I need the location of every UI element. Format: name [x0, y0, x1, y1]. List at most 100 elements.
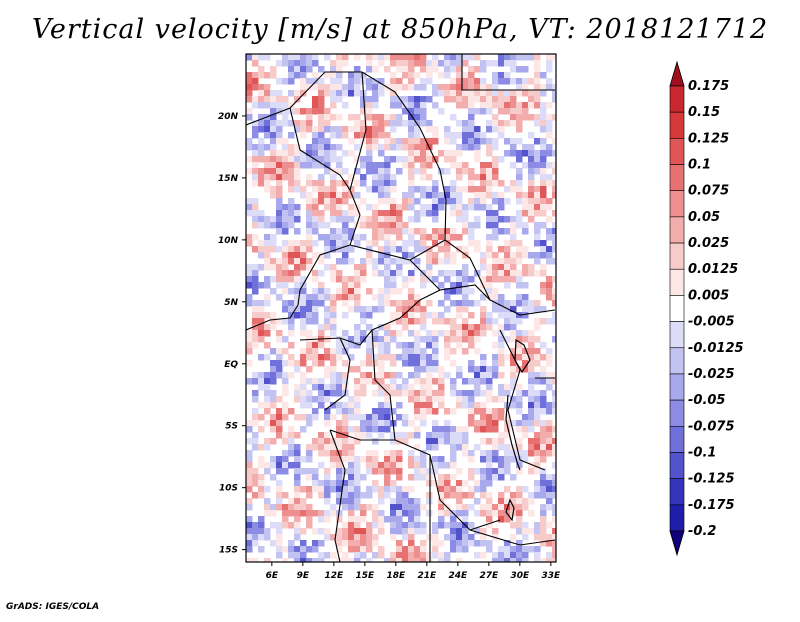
field-cell — [492, 180, 499, 187]
colorbar-swatch — [669, 190, 685, 218]
field-cell — [390, 198, 397, 205]
field-cell — [444, 66, 451, 73]
field-cell — [294, 384, 301, 391]
field-cell — [252, 102, 259, 109]
field-cell — [276, 162, 283, 169]
field-cell — [534, 336, 541, 343]
field-cell — [480, 204, 487, 211]
field-cell — [456, 174, 463, 181]
field-cell — [444, 522, 451, 529]
field-cell — [330, 60, 337, 67]
field-cell — [450, 456, 457, 463]
field-cell — [366, 144, 373, 151]
field-cell — [330, 132, 337, 139]
field-cell — [492, 444, 499, 451]
field-cell — [324, 240, 331, 247]
field-cell — [300, 360, 307, 367]
field-cell — [522, 486, 529, 493]
field-cell — [252, 84, 259, 91]
field-cell — [252, 156, 259, 163]
field-cell — [426, 204, 433, 211]
field-cell — [366, 312, 373, 319]
field-cell — [264, 384, 271, 391]
field-cell — [390, 390, 397, 397]
field-cell — [432, 234, 439, 241]
field-cell — [462, 396, 469, 403]
field-cell — [486, 234, 493, 241]
field-cell — [510, 324, 517, 331]
field-cell — [264, 264, 271, 271]
field-cell — [534, 432, 541, 439]
field-cell — [246, 138, 253, 145]
field-cell — [498, 552, 505, 559]
field-cell — [534, 486, 541, 493]
field-cell — [312, 312, 319, 319]
field-cell — [348, 210, 355, 217]
field-cell — [258, 282, 265, 289]
field-cell — [522, 330, 529, 337]
field-cell — [384, 348, 391, 355]
field-cell — [480, 354, 487, 361]
field-cell — [258, 318, 265, 325]
field-cell — [294, 174, 301, 181]
field-cell — [336, 336, 343, 343]
field-cell — [270, 324, 277, 331]
field-cell — [438, 150, 445, 157]
field-cell — [456, 372, 463, 379]
field-cell — [282, 114, 289, 121]
field-cell — [324, 120, 331, 127]
field-cell — [510, 318, 517, 325]
field-cell — [414, 504, 421, 511]
field-cell — [270, 120, 277, 127]
field-cell — [540, 426, 547, 433]
field-cell — [444, 198, 451, 205]
field-cell — [414, 432, 421, 439]
field-cell — [276, 258, 283, 265]
lon-tick-label: 9E — [297, 571, 310, 581]
field-cell — [468, 486, 475, 493]
field-cell — [360, 426, 367, 433]
field-cell — [408, 114, 415, 121]
field-cell — [348, 534, 355, 541]
field-cell — [258, 528, 265, 535]
field-cell — [336, 78, 343, 85]
field-cell — [390, 210, 397, 217]
field-cell — [282, 162, 289, 169]
field-cell — [270, 132, 277, 139]
field-cell — [462, 96, 469, 103]
field-cell — [486, 420, 493, 427]
field-cell — [456, 492, 463, 499]
field-cell — [546, 246, 553, 253]
field-cell — [366, 162, 373, 169]
field-cell — [402, 192, 409, 199]
field-cell — [444, 510, 451, 517]
field-cell — [252, 282, 259, 289]
field-cell — [360, 516, 367, 523]
lat-tick-label: 10N — [218, 236, 239, 246]
field-cell — [276, 156, 283, 163]
field-cell — [276, 186, 283, 193]
field-cell — [336, 546, 343, 553]
field-cell — [552, 474, 556, 481]
field-cell — [498, 348, 505, 355]
field-cell — [486, 96, 493, 103]
field-cell — [510, 264, 517, 271]
field-cell — [408, 72, 415, 79]
field-cell — [450, 462, 457, 469]
field-cell — [342, 492, 349, 499]
field-cell — [534, 138, 541, 145]
field-cell — [372, 234, 379, 241]
field-cell — [498, 444, 505, 451]
field-cell — [534, 456, 541, 463]
field-cell — [438, 84, 445, 91]
field-cell — [480, 180, 487, 187]
field-cell — [330, 294, 337, 301]
field-cell — [276, 96, 283, 103]
field-cell — [474, 132, 481, 139]
field-cell — [270, 510, 277, 517]
field-cell — [414, 54, 421, 61]
field-cell — [456, 186, 463, 193]
field-cell — [372, 336, 379, 343]
field-cell — [450, 492, 457, 499]
field-cell — [444, 150, 451, 157]
